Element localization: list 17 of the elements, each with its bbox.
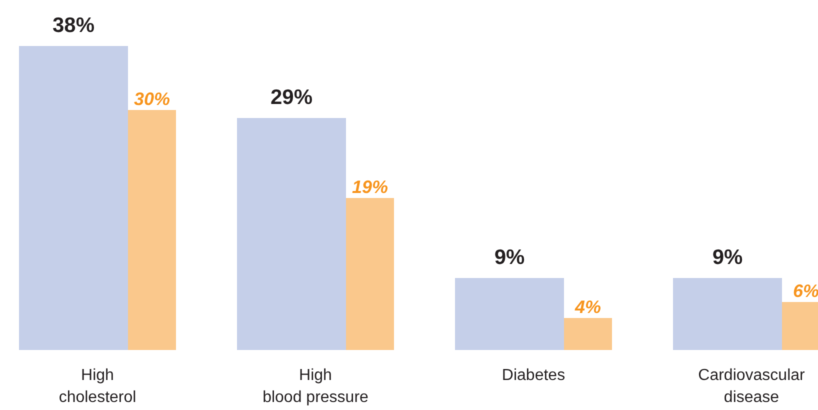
x-tick-label: High cholesterol [58, 367, 136, 406]
bar [455, 278, 564, 350]
x-tick-label: High blood pressure [262, 367, 369, 406]
bar [346, 198, 394, 350]
x-tick-label: Diabetes [502, 367, 566, 384]
bar [564, 318, 612, 350]
data-label: 19% [352, 177, 388, 197]
bar [128, 110, 176, 350]
data-label: 30% [134, 89, 170, 109]
x-tick-label: Cardiovascular disease [698, 367, 806, 406]
data-label: 9% [712, 246, 743, 269]
data-label: 29% [270, 86, 313, 109]
bar [237, 118, 346, 350]
data-label: 9% [494, 246, 525, 269]
data-label: 4% [574, 297, 602, 317]
bar [19, 46, 128, 350]
data-label: 38% [52, 14, 95, 37]
